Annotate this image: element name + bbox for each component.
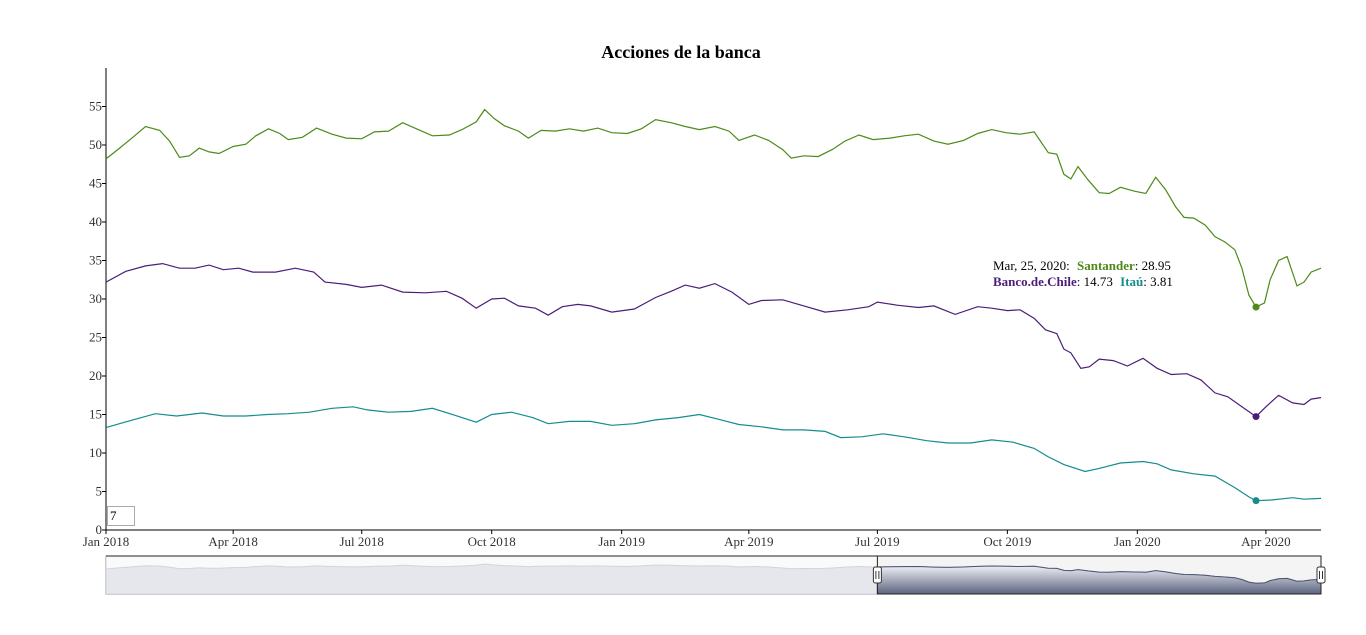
legend-bancochile-value: 14.73 [1084, 274, 1113, 289]
y-tick-label: 25 [89, 330, 102, 345]
x-tick-label: Oct 2019 [983, 534, 1031, 549]
y-tick-label: 0 [96, 522, 103, 537]
x-tick-label: Jul 2018 [340, 534, 384, 549]
series-line-santander[interactable] [105, 108, 1322, 308]
highlight-point [1252, 303, 1260, 311]
legend-date: Mar, 25, 2020: [993, 258, 1070, 273]
y-tick-label: 15 [89, 407, 102, 422]
y-tick-label: 35 [89, 253, 102, 268]
x-axis: Jan 2018 Apr 2018 Jul 2018 Oct 2018 Jan 2019… [83, 529, 1321, 549]
range-selector-left-handle[interactable] [872, 566, 882, 584]
series-layer[interactable] [105, 108, 1322, 502]
range-selector-selected-plot [876, 565, 1322, 595]
range-selector[interactable] [105, 555, 1326, 595]
range-selector-right-handle[interactable] [1316, 566, 1326, 584]
y-axis: 0 5 10 15 20 25 30 35 40 45 50 55 [89, 68, 107, 537]
x-tick-label: Jul 2019 [855, 534, 899, 549]
x-tick-label: Jan 2020 [1114, 534, 1161, 549]
x-tick-label: Apr 2019 [724, 534, 773, 549]
highlight-point [1252, 413, 1260, 421]
roll-period-input[interactable] [107, 506, 135, 526]
y-tick-label: 10 [89, 445, 102, 460]
series-line-banco-de-chile[interactable] [105, 262, 1322, 418]
x-tick-label: Jan 2018 [83, 534, 130, 549]
legend: Mar, 25, 2020: Santander: 28.95 [993, 258, 1171, 273]
y-tick-label: 45 [89, 176, 102, 191]
y-tick-label: 5 [96, 484, 103, 499]
x-tick-label: Apr 2020 [1241, 534, 1290, 549]
legend-itau-name: Itaú [1120, 274, 1143, 289]
y-tick-label: 55 [89, 99, 102, 114]
legend-line-2: Banco.de.Chile: 14.73 Itaú: 3.81 [993, 274, 1173, 289]
legend-santander-value: 28.95 [1142, 258, 1171, 273]
legend-santander-name: Santander [1077, 258, 1135, 273]
chart-title: Acciones de la banca [601, 42, 761, 62]
range-selector-unselected [106, 556, 878, 594]
y-tick-label: 20 [89, 368, 102, 383]
legend-bancochile-name: Banco.de.Chile [993, 274, 1077, 289]
y-tick-label: 30 [89, 291, 102, 306]
x-tick-label: Oct 2018 [468, 534, 516, 549]
x-tick-label: Apr 2018 [208, 534, 257, 549]
legend-itau-value: 3.81 [1150, 274, 1173, 289]
highlight-points [1252, 303, 1260, 505]
series-line-ita-[interactable] [105, 406, 1322, 502]
y-tick-label: 40 [89, 214, 102, 229]
x-tick-label: Jan 2019 [598, 534, 645, 549]
highlight-point [1252, 497, 1260, 505]
y-tick-label: 50 [89, 137, 102, 152]
